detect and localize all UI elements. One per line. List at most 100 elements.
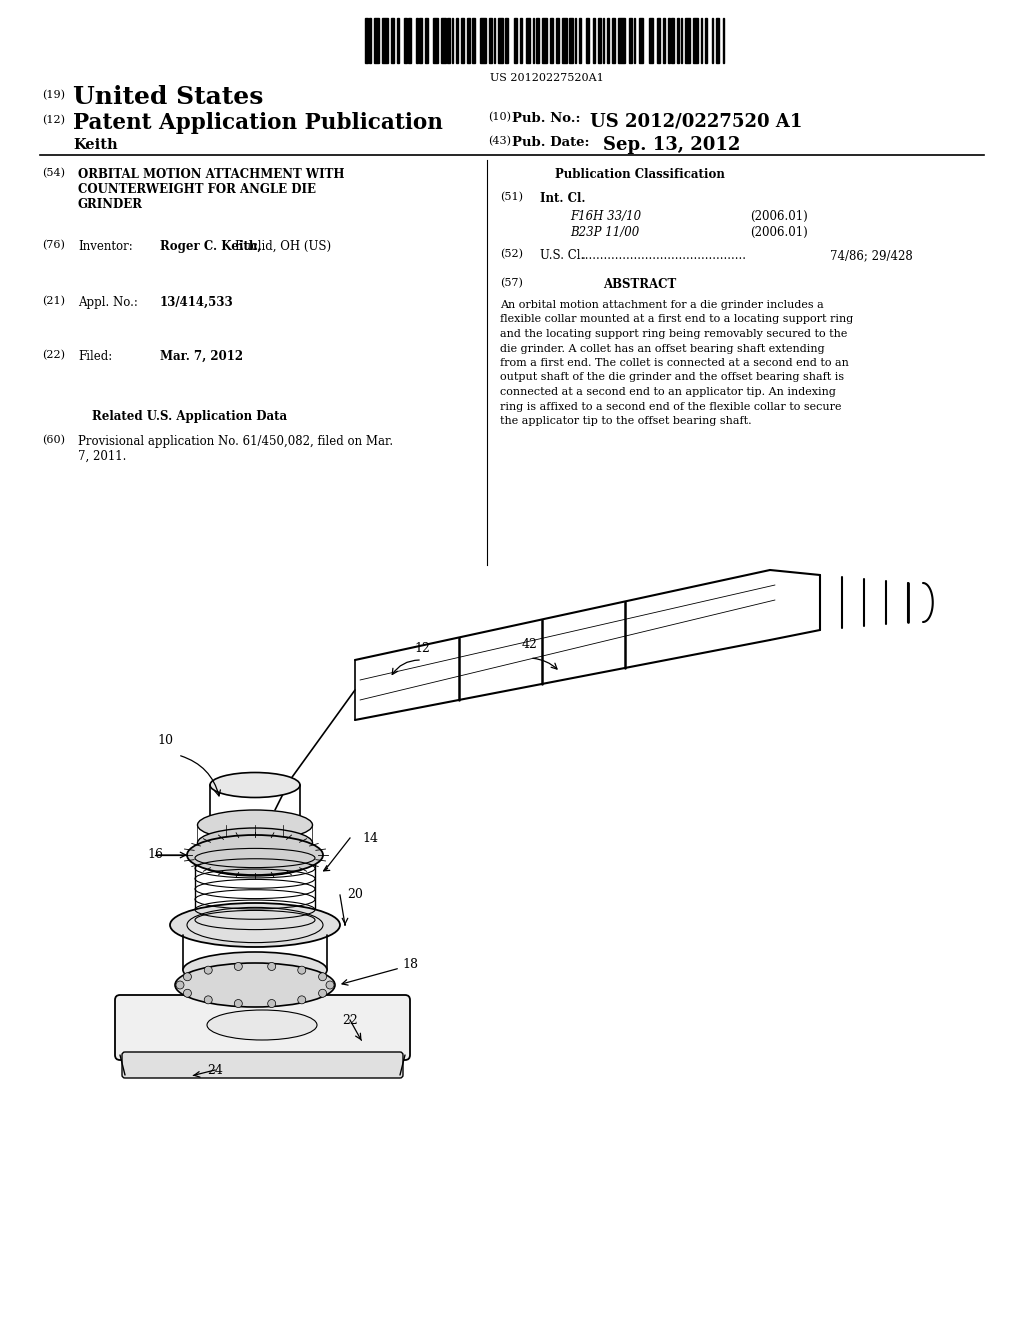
Bar (409, 18, 412, 63)
Text: 13/414,533: 13/414,533 (160, 296, 233, 309)
Circle shape (204, 966, 212, 974)
Bar (480, 18, 486, 63)
Text: 22: 22 (342, 1014, 357, 1027)
Bar (447, 18, 451, 63)
Bar (461, 18, 464, 63)
Bar (668, 18, 670, 63)
Text: ring is affixed to a second end of the flexible collar to secure: ring is affixed to a second end of the f… (500, 401, 842, 412)
Bar (712, 18, 714, 63)
Bar (514, 18, 517, 63)
Text: US 2012/0227520 A1: US 2012/0227520 A1 (590, 112, 803, 129)
Ellipse shape (210, 772, 300, 797)
Text: Pub. Date:: Pub. Date: (512, 136, 590, 149)
Bar (700, 18, 702, 63)
Circle shape (204, 995, 212, 1003)
Bar (568, 18, 573, 63)
Text: United States: United States (73, 84, 263, 110)
Text: die grinder. A collet has an offset bearing shaft extending: die grinder. A collet has an offset bear… (500, 343, 824, 354)
Text: ABSTRACT: ABSTRACT (603, 279, 677, 290)
Bar (681, 18, 682, 63)
Circle shape (318, 973, 327, 981)
Bar (607, 18, 609, 63)
Bar (425, 18, 428, 63)
Text: 10: 10 (157, 734, 173, 747)
Ellipse shape (198, 828, 312, 858)
Text: 14: 14 (362, 832, 378, 845)
Bar (489, 18, 493, 63)
Bar (419, 18, 422, 63)
Text: Sep. 13, 2012: Sep. 13, 2012 (603, 136, 740, 154)
Bar (649, 18, 652, 63)
Text: and the locating support ring being removably secured to the: and the locating support ring being remo… (500, 329, 848, 339)
Bar (574, 18, 577, 63)
Bar (499, 18, 503, 63)
Bar (618, 18, 625, 63)
Circle shape (298, 966, 306, 974)
Bar (457, 18, 458, 63)
Text: 7, 2011.: 7, 2011. (78, 450, 126, 463)
Text: ORBITAL MOTION ATTACHMENT WITH: ORBITAL MOTION ATTACHMENT WITH (78, 168, 344, 181)
Text: ............................................: ........................................… (582, 249, 746, 261)
Text: flexible collar mounted at a first end to a locating support ring: flexible collar mounted at a first end t… (500, 314, 853, 325)
Bar (542, 18, 547, 63)
Text: (52): (52) (500, 249, 523, 259)
Circle shape (267, 962, 275, 970)
Ellipse shape (210, 822, 300, 847)
Bar (370, 18, 371, 63)
Bar (598, 18, 601, 63)
Text: Roger C. Keith,: Roger C. Keith, (160, 240, 261, 253)
Circle shape (234, 999, 243, 1007)
Text: 18: 18 (402, 958, 418, 972)
Ellipse shape (198, 846, 312, 876)
Ellipse shape (170, 903, 340, 946)
Text: US 20120227520A1: US 20120227520A1 (490, 73, 604, 83)
Text: U.S. Cl.: U.S. Cl. (540, 249, 585, 261)
Ellipse shape (183, 952, 327, 987)
Text: Related U.S. Application Data: Related U.S. Application Data (92, 411, 288, 422)
Text: Int. Cl.: Int. Cl. (540, 191, 586, 205)
Bar (706, 18, 707, 63)
Text: (2006.01): (2006.01) (750, 210, 808, 223)
Ellipse shape (198, 810, 312, 840)
Text: 74/86; 29/428: 74/86; 29/428 (830, 249, 912, 261)
Bar (580, 18, 581, 63)
Bar (382, 18, 388, 63)
Bar (717, 18, 720, 63)
Bar (472, 18, 475, 63)
Bar (664, 18, 665, 63)
Text: Publication Classification: Publication Classification (555, 168, 725, 181)
Text: 20: 20 (347, 888, 362, 902)
Circle shape (267, 999, 275, 1007)
Bar (397, 18, 399, 63)
Bar (526, 18, 529, 63)
Bar (657, 18, 660, 63)
Bar (416, 18, 418, 63)
Text: the applicator tip to the offset bearing shaft.: the applicator tip to the offset bearing… (500, 416, 752, 426)
Text: (76): (76) (42, 240, 65, 251)
Text: (57): (57) (500, 279, 523, 288)
Bar (505, 18, 508, 63)
Text: 12: 12 (414, 642, 430, 655)
Bar (520, 18, 522, 63)
Text: (12): (12) (42, 115, 65, 125)
Text: (19): (19) (42, 90, 65, 100)
Bar (532, 18, 535, 63)
Text: (51): (51) (500, 191, 523, 202)
Bar (639, 18, 643, 63)
Text: Mar. 7, 2012: Mar. 7, 2012 (160, 350, 243, 363)
Bar (403, 18, 407, 63)
Circle shape (318, 989, 327, 997)
Bar (603, 18, 604, 63)
Text: COUNTERWEIGHT FOR ANGLE DIE: COUNTERWEIGHT FOR ANGLE DIE (78, 183, 316, 195)
Ellipse shape (207, 1010, 317, 1040)
Bar (433, 18, 438, 63)
Bar (536, 18, 539, 63)
Text: (10): (10) (488, 112, 511, 123)
Text: (54): (54) (42, 168, 65, 178)
Bar (586, 18, 589, 63)
Bar (723, 18, 724, 63)
Bar (374, 18, 379, 63)
Ellipse shape (175, 964, 335, 1007)
Bar (672, 18, 675, 63)
Circle shape (176, 981, 184, 989)
